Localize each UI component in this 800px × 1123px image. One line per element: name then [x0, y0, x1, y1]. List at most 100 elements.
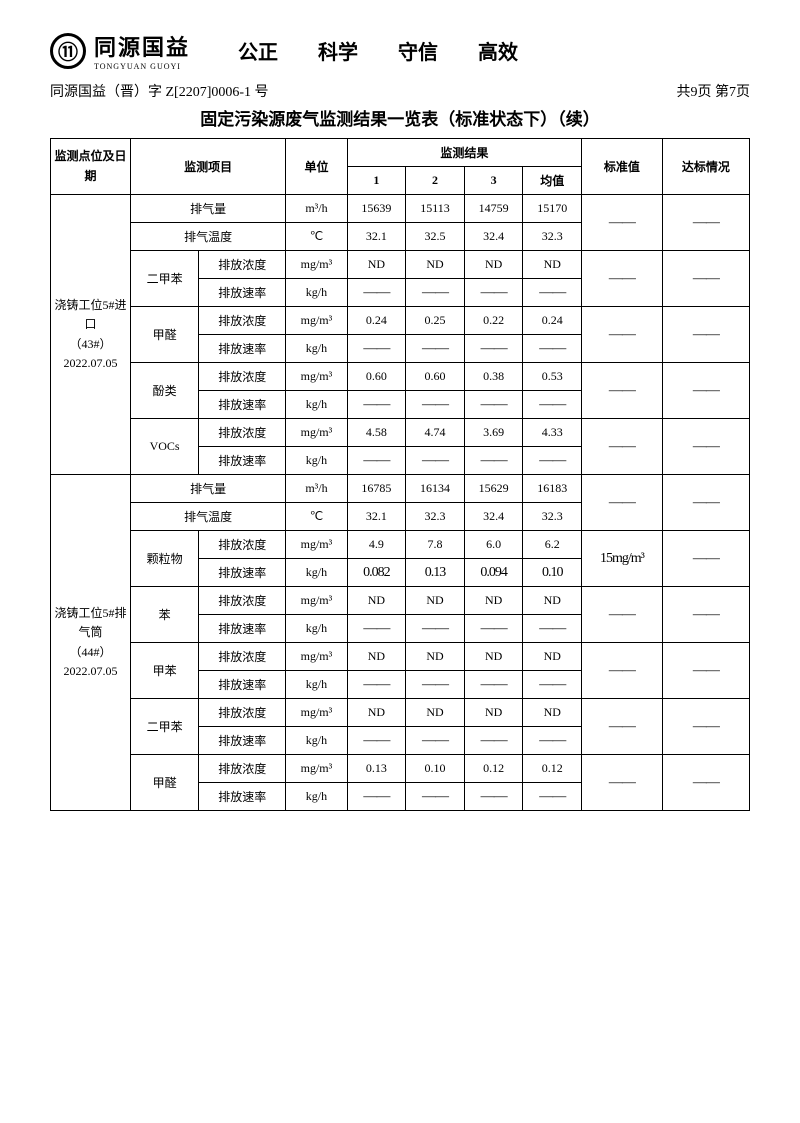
- val-cell: ——: [347, 727, 406, 755]
- val-cell: ——: [406, 727, 465, 755]
- metric-cell: 排放浓度: [199, 643, 286, 671]
- item-cell: 排气温度: [131, 223, 286, 251]
- table-title: 固定污染源废气监测结果一览表（标准状态下）（续）: [50, 105, 750, 130]
- table-head: 监测点位及日期 监测项目 单位 监测结果 标准值 达标情况 1 2 3 均值: [51, 139, 750, 195]
- unit-cell: kg/h: [286, 671, 347, 699]
- comp-cell: ——: [662, 251, 749, 307]
- val-cell: ——: [523, 279, 582, 307]
- pollutant-name: 苯: [131, 587, 199, 643]
- val-cell: ——: [523, 727, 582, 755]
- unit-cell: mg/m³: [286, 307, 347, 335]
- unit-cell: kg/h: [286, 335, 347, 363]
- val-cell: 32.1: [347, 223, 406, 251]
- metric-cell: 排放浓度: [199, 307, 286, 335]
- val-cell: 0.12: [523, 755, 582, 783]
- pollutant-name: 二甲苯: [131, 699, 199, 755]
- val-cell: ND: [347, 699, 406, 727]
- item-cell: 排气量: [131, 195, 286, 223]
- val-cell: ND: [406, 587, 465, 615]
- metric-cell: 排放速率: [199, 727, 286, 755]
- val-cell: ——: [347, 391, 406, 419]
- item-cell: 排气量: [131, 475, 286, 503]
- table-body: 浇铸工位5#进口（43#）2022.07.05 排气量 m³/h 15639 1…: [51, 195, 750, 811]
- val-cell: 15629: [464, 475, 523, 503]
- val-cell: ND: [406, 251, 465, 279]
- val-cell: 15639: [347, 195, 406, 223]
- table-row: 酚类 排放浓度 mg/m³ 0.60 0.60 0.38 0.53 —— ——: [51, 363, 750, 391]
- pollutant-name: 颗粒物: [131, 531, 199, 587]
- val-cell: ——: [523, 783, 582, 811]
- table-row: 颗粒物 排放浓度 mg/m³ 4.9 7.8 6.0 6.2 15mg/m³ —…: [51, 531, 750, 559]
- std-cell: ——: [582, 419, 663, 475]
- val-cell: 4.9: [347, 531, 406, 559]
- comp-cell: ——: [662, 419, 749, 475]
- val-cell: ——: [523, 335, 582, 363]
- val-cell: 0.24: [347, 307, 406, 335]
- val-cell: 0.38: [464, 363, 523, 391]
- metric-cell: 排放速率: [199, 279, 286, 307]
- val-cell: ——: [406, 783, 465, 811]
- motto-2: 科学: [318, 36, 358, 65]
- val-cell: 32.3: [406, 503, 465, 531]
- val-cell: ——: [464, 615, 523, 643]
- val-cell: 32.3: [523, 223, 582, 251]
- metric-cell: 排放浓度: [199, 251, 286, 279]
- comp-cell: ——: [662, 307, 749, 363]
- std-cell: ——: [582, 699, 663, 755]
- std-cell: ——: [582, 307, 663, 363]
- val-cell: ——: [523, 391, 582, 419]
- unit-cell: mg/m³: [286, 531, 347, 559]
- val-cell: 0.22: [464, 307, 523, 335]
- std-cell: ——: [582, 587, 663, 643]
- val-cell: ——: [347, 783, 406, 811]
- comp-cell: ——: [662, 699, 749, 755]
- company-name-cn: 同源国益: [94, 30, 190, 62]
- val-cell: ND: [406, 643, 465, 671]
- val-cell: ND: [523, 699, 582, 727]
- unit-cell: mg/m³: [286, 699, 347, 727]
- col-1: 1: [347, 167, 406, 195]
- val-cell: ——: [406, 671, 465, 699]
- val-cell: ND: [347, 643, 406, 671]
- logo-icon: ⑪: [50, 33, 86, 69]
- col-std: 标准值: [582, 139, 663, 195]
- val-cell: ND: [347, 587, 406, 615]
- table-row: 甲醛 排放浓度 mg/m³ 0.13 0.10 0.12 0.12 —— ——: [51, 755, 750, 783]
- val-cell: 0.60: [406, 363, 465, 391]
- unit-cell: kg/h: [286, 447, 347, 475]
- unit-cell: mg/m³: [286, 755, 347, 783]
- metric-cell: 排放速率: [199, 559, 286, 587]
- val-cell: ——: [347, 447, 406, 475]
- val-cell: 0.12: [464, 755, 523, 783]
- val-cell: ND: [464, 251, 523, 279]
- val-cell: ND: [347, 251, 406, 279]
- table-row: 二甲苯 排放浓度 mg/m³ ND ND ND ND —— ——: [51, 251, 750, 279]
- val-cell: 32.5: [406, 223, 465, 251]
- val-cell: 0.24: [523, 307, 582, 335]
- metric-cell: 排放浓度: [199, 699, 286, 727]
- doc-meta-row: 同源国益（晋）字 Z[2207]0006-1 号 共9页 第7页: [50, 81, 750, 101]
- std-cell: 15mg/m³: [582, 531, 663, 587]
- val-cell: 6.0: [464, 531, 523, 559]
- doc-number: 同源国益（晋）字 Z[2207]0006-1 号: [50, 81, 269, 101]
- col-2: 2: [406, 167, 465, 195]
- std-cell: ——: [582, 251, 663, 307]
- val-cell: ND: [523, 251, 582, 279]
- val-cell: ND: [406, 699, 465, 727]
- val-cell: ——: [523, 615, 582, 643]
- pollutant-name: 甲苯: [131, 643, 199, 699]
- metric-cell: 排放速率: [199, 783, 286, 811]
- val-cell: 16785: [347, 475, 406, 503]
- pollutant-name: 二甲苯: [131, 251, 199, 307]
- unit-cell: kg/h: [286, 783, 347, 811]
- std-cell: ——: [582, 363, 663, 419]
- page-header: ⑪ 同源国益 TONGYUAN GUOYI 公正 科学 守信 高效: [50, 30, 750, 71]
- col-location: 监测点位及日期: [51, 139, 131, 195]
- val-cell: ND: [464, 587, 523, 615]
- val-cell: ND: [464, 699, 523, 727]
- comp-cell: ——: [662, 475, 749, 531]
- val-cell: 32.4: [464, 503, 523, 531]
- company-block: 同源国益 TONGYUAN GUOYI: [94, 30, 190, 71]
- comp-cell: ——: [662, 363, 749, 419]
- unit-cell: kg/h: [286, 279, 347, 307]
